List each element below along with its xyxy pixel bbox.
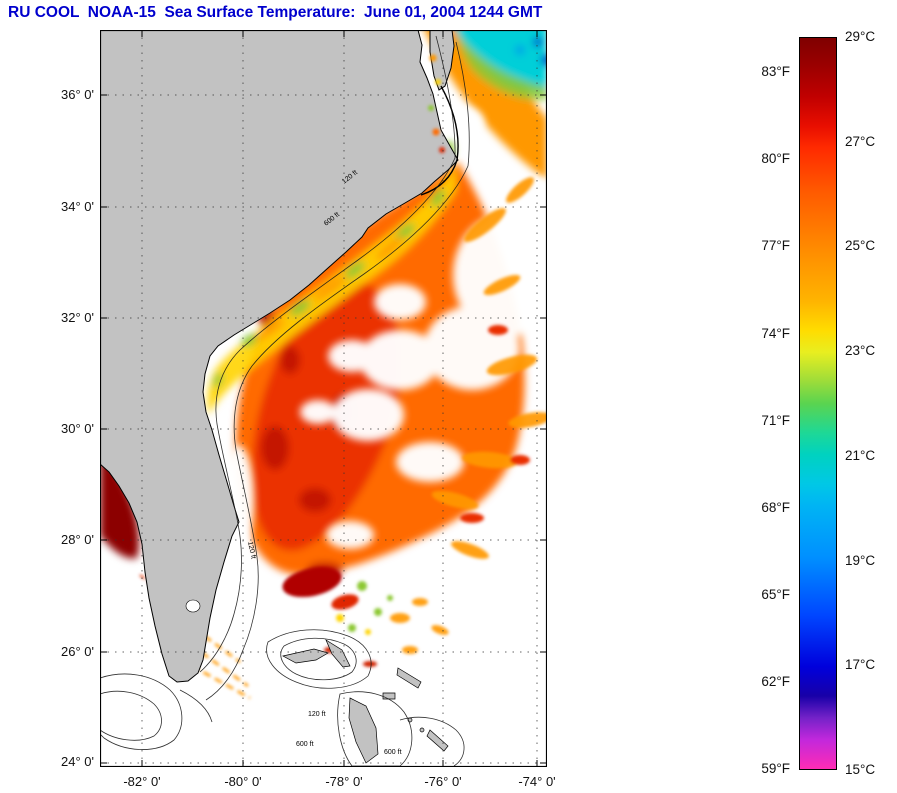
colorbar-gradient — [799, 37, 837, 770]
estuary-plumes — [428, 54, 445, 153]
colorbar-f-label: 68°F — [761, 500, 790, 515]
colorbar-f-label: 80°F — [761, 151, 790, 166]
axes-frame — [99, 29, 548, 768]
lon-label: -76° 0' — [424, 774, 462, 789]
sst-map: 120 ft 600 ft 120 ft 120 ft 600 ft 600 f… — [99, 24, 566, 768]
colorbar-c-label: 29°C — [845, 29, 876, 44]
lake-okeechobee — [185, 599, 201, 613]
lon-label: -82° 0' — [123, 774, 161, 789]
colorbar-c-label: 15°C — [845, 762, 876, 777]
colorbar-c-label: 19°C — [845, 553, 876, 568]
lat-label: 34° 0' — [61, 199, 94, 214]
lon-label: -80° 0' — [224, 774, 262, 789]
contour-label: 120 ft — [246, 541, 256, 560]
lon-label: -78° 0' — [325, 774, 363, 789]
bathymetry-contours — [99, 35, 470, 767]
contour-label: 120 ft — [308, 711, 326, 718]
colorbar-c-label: 21°C — [845, 448, 876, 463]
lon-label: -74° 0' — [518, 774, 556, 789]
colorbar-f-label: 83°F — [761, 64, 790, 79]
land-layer — [99, 29, 459, 764]
colorbar-f-label: 74°F — [761, 326, 790, 341]
lat-label: 26° 0' — [61, 644, 94, 659]
colorbar-c-label: 25°C — [845, 238, 876, 253]
colorbar-c-label: 17°C — [845, 657, 876, 672]
colorbar-c-label: 23°C — [845, 343, 876, 358]
outer-banks-coastline — [420, 85, 459, 196]
lat-label: 24° 0' — [61, 754, 94, 769]
contour-label: 600 ft — [296, 741, 314, 748]
bahamas-islands — [282, 639, 449, 764]
sst-map-canvas: 120 ft 600 ft 120 ft 120 ft 600 ft 600 f… — [99, 24, 566, 768]
contour-label: 600 ft — [384, 749, 402, 756]
colorbar-f-label: 62°F — [761, 674, 790, 689]
colorbar-f-label: 77°F — [761, 238, 790, 253]
mainland-landmass — [99, 29, 459, 683]
lat-label: 36° 0' — [61, 87, 94, 102]
colorbar-f-label: 71°F — [761, 413, 790, 428]
colorbar-f-label: 59°F — [761, 761, 790, 776]
page-title: RU COOL NOAA-15 Sea Surface Temperature:… — [8, 4, 543, 21]
colorbar-c-label: 27°C — [845, 134, 876, 149]
colorbar-f-label: 65°F — [761, 587, 790, 602]
lat-label: 32° 0' — [61, 310, 94, 325]
lat-label: 30° 0' — [61, 421, 94, 436]
grid-layer — [100, 30, 547, 767]
lat-label: 28° 0' — [61, 532, 94, 547]
